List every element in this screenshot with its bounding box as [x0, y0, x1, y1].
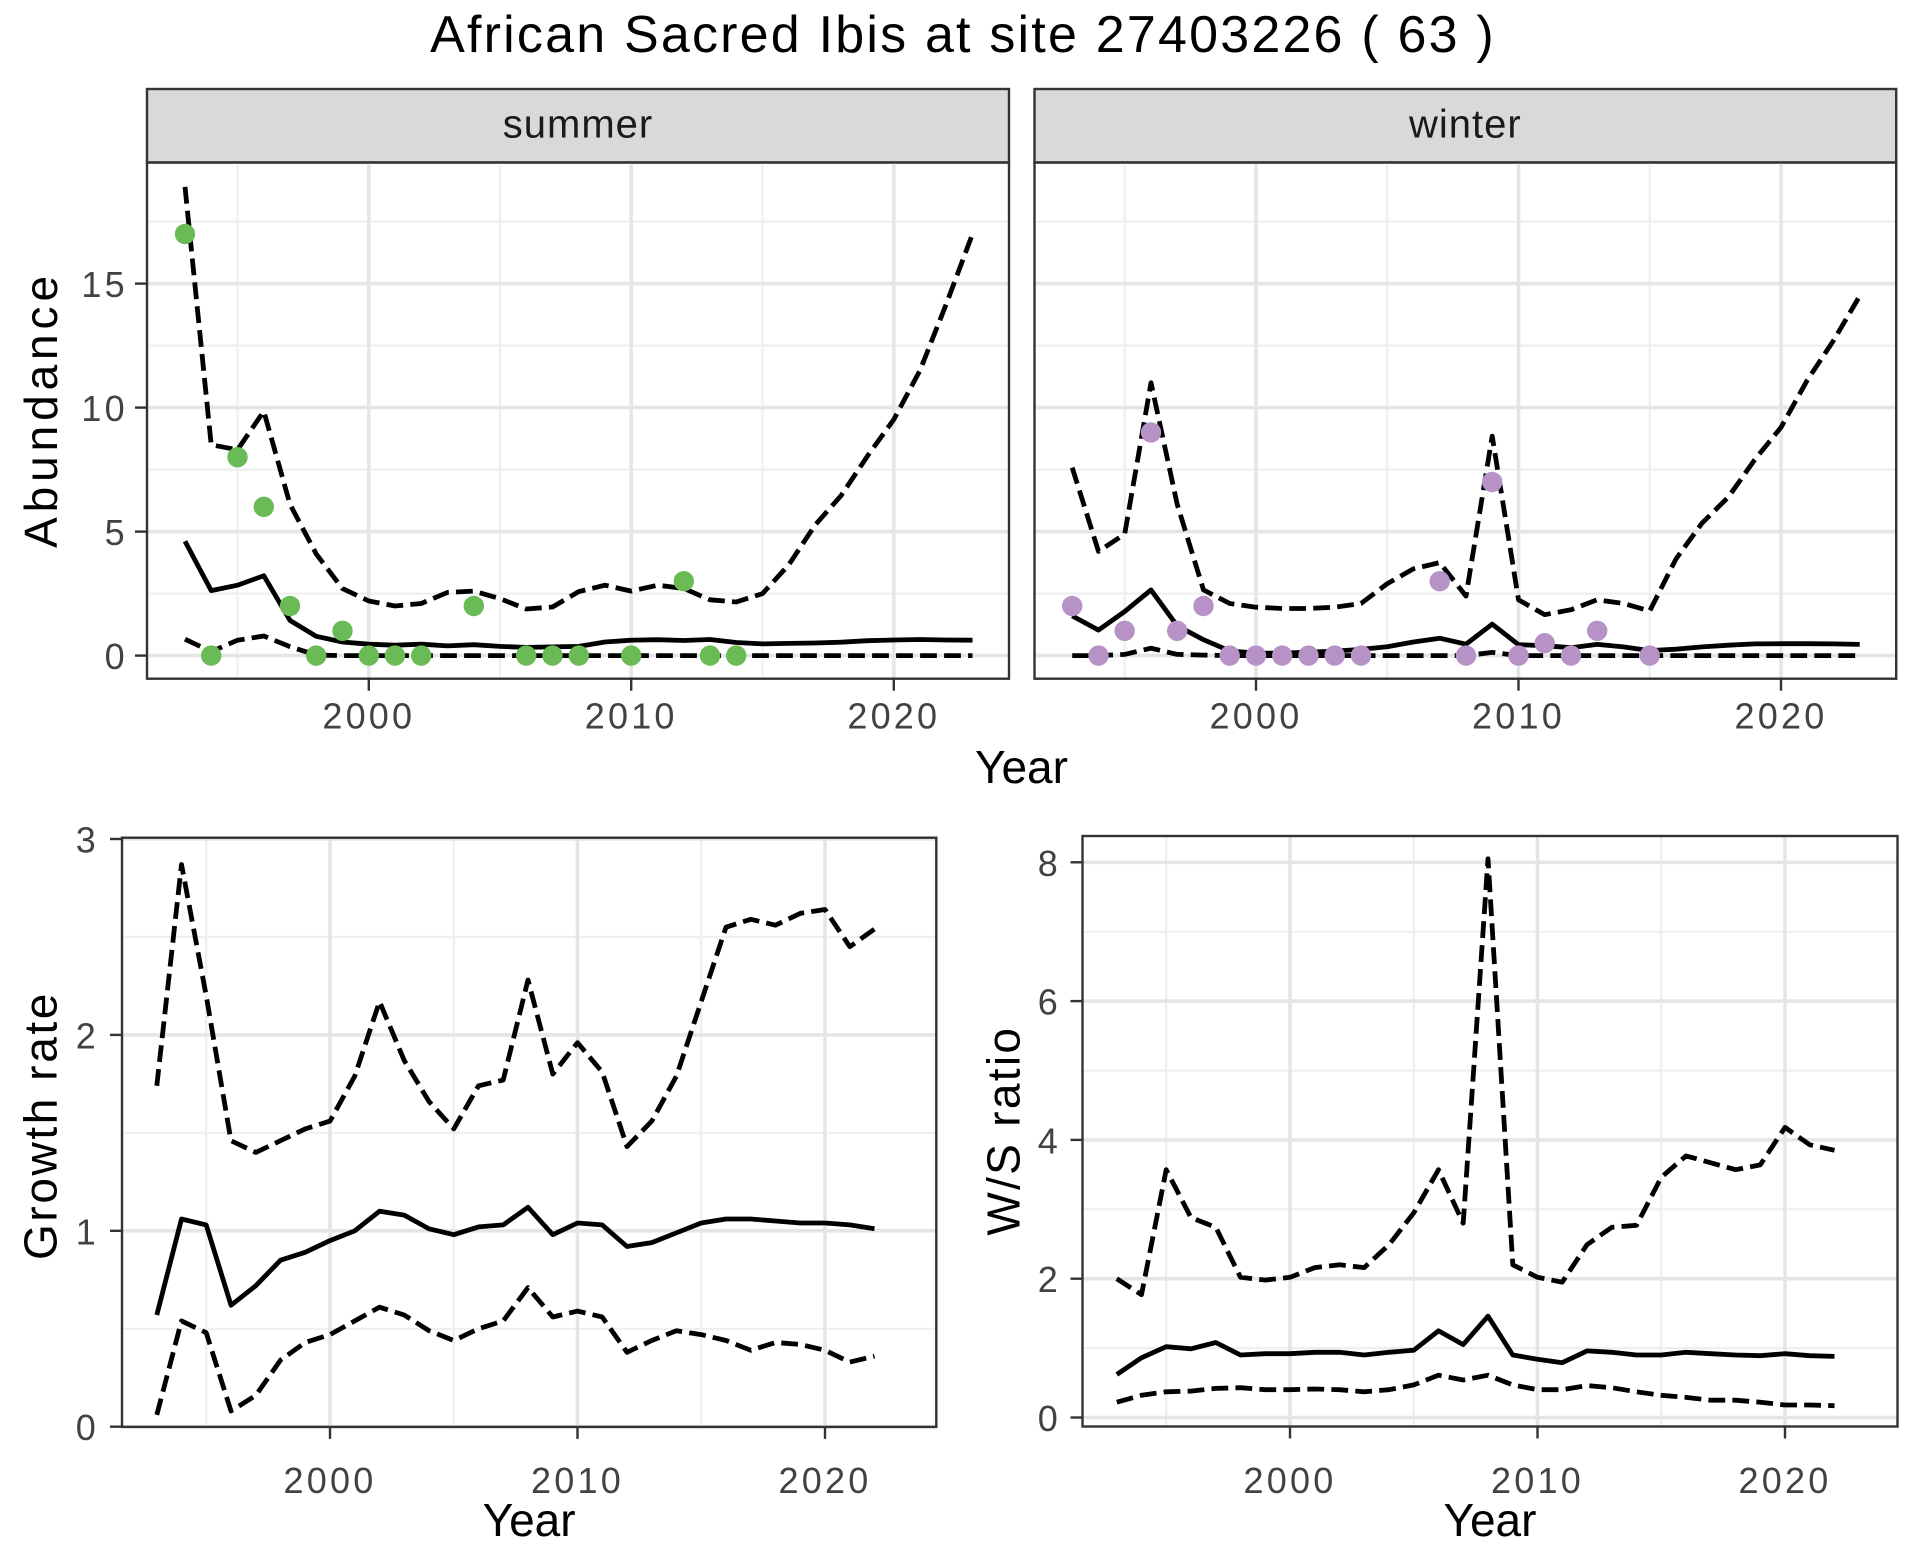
svg-text:2: 2 [1038, 1259, 1061, 1300]
svg-text:2000: 2000 [322, 696, 415, 737]
svg-text:African Sacred Ibis at site 27: African Sacred Ibis at site 27403226 ( 6… [430, 6, 1496, 64]
svg-text:0: 0 [105, 636, 128, 677]
svg-text:2010: 2010 [1472, 696, 1565, 737]
svg-text:Year: Year [483, 1494, 576, 1546]
svg-text:6: 6 [1038, 982, 1061, 1023]
svg-text:Year: Year [975, 741, 1068, 793]
svg-text:2010: 2010 [585, 696, 678, 737]
svg-text:10: 10 [81, 388, 127, 429]
svg-text:2020: 2020 [1735, 696, 1828, 737]
svg-text:8: 8 [1038, 843, 1061, 884]
svg-text:5: 5 [105, 512, 128, 553]
svg-text:2010: 2010 [531, 1460, 624, 1501]
svg-text:2020: 2020 [779, 1460, 872, 1501]
svg-text:2000: 2000 [284, 1460, 377, 1501]
svg-text:summer: summer [503, 103, 653, 147]
svg-text:Year: Year [1444, 1494, 1537, 1546]
svg-text:2020: 2020 [847, 696, 940, 737]
svg-text:2000: 2000 [1244, 1460, 1337, 1501]
svg-text:2010: 2010 [1491, 1460, 1584, 1501]
svg-text:1: 1 [76, 1211, 99, 1252]
svg-text:2020: 2020 [1739, 1460, 1832, 1501]
svg-text:2000: 2000 [1210, 696, 1303, 737]
svg-text:Growth rate: Growth rate [14, 991, 66, 1260]
svg-text:3: 3 [76, 820, 99, 861]
svg-text:0: 0 [1038, 1398, 1061, 1439]
svg-text:4: 4 [1038, 1120, 1061, 1161]
svg-text:winter: winter [1408, 103, 1522, 147]
svg-text:W/S ratio: W/S ratio [978, 1026, 1030, 1236]
svg-text:15: 15 [81, 264, 127, 305]
svg-text:0: 0 [76, 1407, 99, 1448]
svg-text:2: 2 [76, 1015, 99, 1056]
svg-text:Abundance: Abundance [15, 271, 67, 548]
